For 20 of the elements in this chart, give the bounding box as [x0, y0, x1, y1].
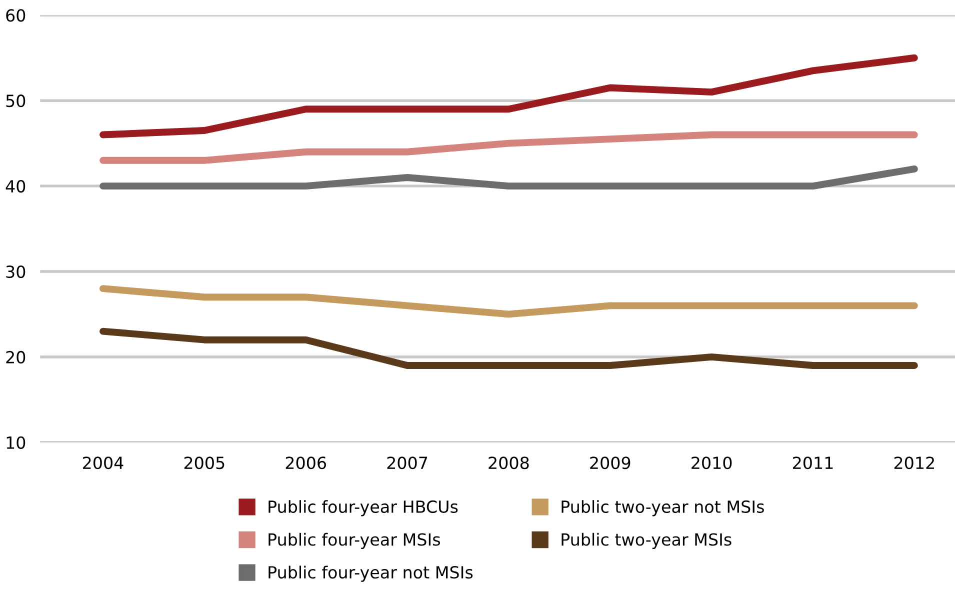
x-tick-label: 2010	[692, 456, 732, 470]
x-tick-label: 2005	[184, 456, 224, 470]
x-tick-label: 2007	[387, 456, 428, 470]
x-tick-label: 2012	[894, 456, 934, 470]
y-tick-label: 60	[6, 9, 26, 22]
x-tick-label: 2006	[286, 456, 326, 470]
x-tick-label: 2004	[83, 456, 124, 470]
legend-label: Public four-year MSIs	[268, 532, 440, 550]
y-tick-label: 10	[6, 436, 26, 449]
y-tick-label: 40	[6, 180, 26, 193]
x-tick-label: 2009	[590, 456, 630, 470]
legend-label: Public two-year not MSIs	[562, 500, 764, 516]
y-tick-label: 50	[6, 94, 26, 108]
x-tick-label: 2008	[488, 456, 529, 470]
x-tick-label: 2011	[793, 456, 833, 470]
legend-label: Public four-year HBCUs	[268, 500, 458, 516]
legend-label: Public two-year MSIs	[562, 532, 732, 550]
y-tick-label: 30	[6, 265, 26, 278]
legend-label: Public four-year not MSIs	[268, 566, 473, 582]
y-tick-label: 20	[6, 350, 26, 364]
